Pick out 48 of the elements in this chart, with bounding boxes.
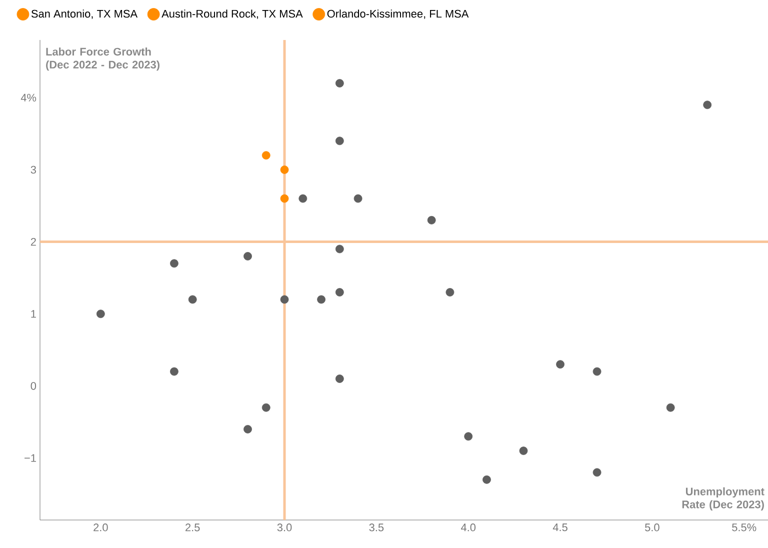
point: [335, 79, 344, 88]
point: [666, 403, 675, 412]
point: [464, 432, 473, 441]
point: [317, 295, 326, 304]
point: [298, 194, 308, 203]
point: [427, 216, 436, 224]
point: [170, 259, 178, 268]
point: [556, 360, 564, 369]
y-tick-label: 4%: [20, 94, 36, 102]
x-tick-label: 2.0: [94, 524, 108, 532]
legend-label: Austin-Round Rock, TX MSA: [162, 10, 303, 19]
point: [592, 367, 602, 376]
x-tick-label: 5.5%: [732, 524, 756, 532]
point: [335, 288, 344, 296]
point: [335, 374, 344, 383]
point: [519, 446, 528, 456]
x-tick-label: 5.0: [645, 524, 660, 532]
y-tick-label: 0: [30, 382, 36, 390]
point: [280, 194, 289, 203]
point: [188, 295, 197, 304]
y-tick-label: 2: [30, 238, 36, 246]
legend-label: Orlando-Kissimmee, FL MSA: [327, 10, 469, 19]
y-axis-title: Labor Force Growth (Dec 2022 - Dec 2023): [46, 48, 160, 71]
point: [482, 475, 491, 484]
x-tick-label: 4.5: [552, 524, 568, 532]
point: [703, 100, 712, 110]
point: [262, 403, 270, 412]
point: [446, 288, 454, 296]
point: [335, 136, 344, 146]
point: [170, 367, 178, 376]
point: [335, 244, 344, 254]
point: [592, 468, 602, 477]
x-tick-label: 3.0: [277, 524, 292, 532]
y-tick-label: −1: [24, 454, 36, 462]
point: [280, 166, 289, 174]
point: [96, 310, 105, 318]
point: [244, 424, 252, 434]
legend-label: San Antonio, TX MSA: [31, 10, 138, 19]
point: [262, 151, 270, 160]
point: [244, 252, 252, 260]
x-tick-label: 4.0: [460, 524, 476, 532]
point: [354, 194, 362, 203]
x-tick-label: 3.5: [369, 524, 384, 532]
y-tick-label: 1: [31, 310, 36, 318]
point: [280, 295, 289, 304]
x-axis-title: Unemployment Rate (Dec 2023): [682, 487, 764, 510]
y-tick-label: 3: [30, 166, 36, 174]
x-tick-label: 2.5: [186, 524, 200, 532]
